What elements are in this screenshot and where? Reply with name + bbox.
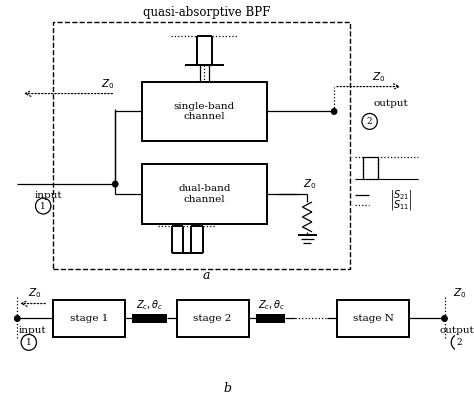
Text: single-band
channel: single-band channel: [174, 102, 235, 121]
Bar: [53, 22, 350, 269]
Circle shape: [112, 181, 118, 187]
Text: $Z_0$: $Z_0$: [101, 77, 114, 91]
Text: quasi-absorptive BPF: quasi-absorptive BPF: [143, 6, 270, 19]
Text: 2: 2: [456, 338, 462, 347]
Text: 2: 2: [367, 117, 373, 126]
Text: $Z_c, \theta_c$: $Z_c, \theta_c$: [136, 299, 164, 312]
Bar: [142, 82, 267, 141]
Text: output: output: [439, 326, 474, 335]
Text: $|S_{11}|$: $|S_{11}|$: [390, 198, 412, 212]
Text: b: b: [224, 382, 231, 395]
Text: $Z_0$: $Z_0$: [373, 70, 386, 84]
Text: $Z_0$: $Z_0$: [303, 177, 317, 191]
Bar: [133, 314, 167, 324]
Text: $Z_c, \theta_c$: $Z_c, \theta_c$: [258, 299, 285, 312]
Bar: [256, 314, 285, 324]
Text: output: output: [374, 99, 408, 108]
Bar: [53, 299, 125, 337]
Text: 1: 1: [40, 202, 46, 211]
Text: $Z_0$: $Z_0$: [453, 287, 466, 301]
Text: 1: 1: [26, 338, 32, 347]
Text: stage 2: stage 2: [193, 314, 232, 323]
Circle shape: [331, 109, 337, 114]
Text: stage 1: stage 1: [70, 314, 108, 323]
Bar: [177, 299, 249, 337]
Text: $Z_0$: $Z_0$: [28, 287, 41, 301]
Text: stage N: stage N: [353, 314, 393, 323]
Text: input: input: [19, 326, 46, 335]
Bar: [142, 164, 267, 224]
Text: a: a: [203, 269, 210, 282]
Text: input: input: [34, 190, 62, 200]
Bar: [337, 299, 409, 337]
Circle shape: [442, 316, 447, 321]
Text: $|S_{21}|$: $|S_{21}|$: [390, 188, 412, 202]
Text: dual-band
channel: dual-band channel: [178, 185, 231, 204]
Circle shape: [15, 316, 20, 321]
